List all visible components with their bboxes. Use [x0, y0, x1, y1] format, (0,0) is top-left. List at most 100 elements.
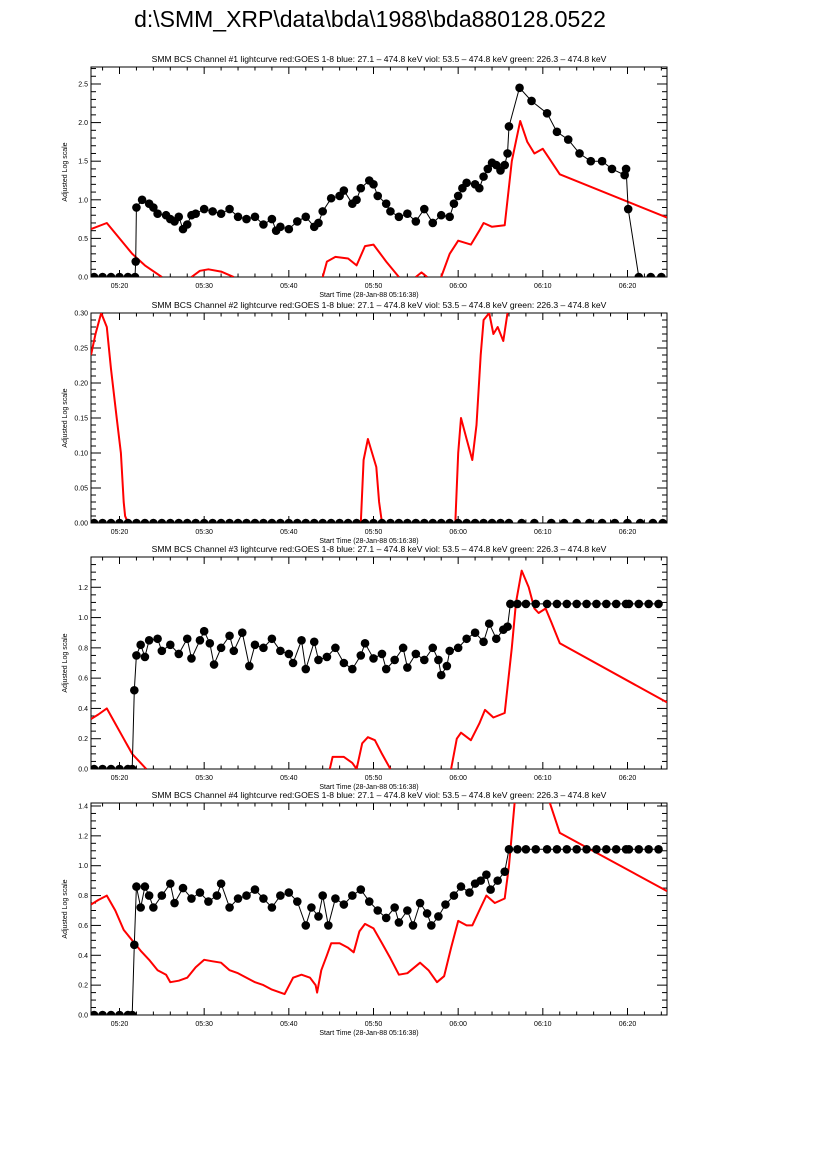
bcs-data-point	[284, 518, 294, 523]
bcs-data-point	[597, 518, 607, 523]
bcs-data-point	[482, 870, 491, 879]
chart-panel-3: SMM BCS Channel #3 lightcurve red:GOES 1…	[62, 544, 668, 791]
bcs-data-point	[115, 764, 124, 769]
bcs-data-point	[123, 272, 133, 277]
goes-line	[91, 569, 667, 769]
bcs-data-point	[276, 646, 285, 656]
bcs-data-point	[517, 518, 526, 523]
series-group	[91, 83, 667, 277]
bcs-data-point	[191, 518, 201, 523]
bcs-data-point	[140, 882, 150, 891]
bcs-data-point	[322, 652, 332, 662]
bcs-data-point	[132, 651, 141, 660]
bcs-data-point	[288, 658, 298, 668]
bcs-data-point	[216, 643, 226, 653]
bcs-data-point	[233, 518, 243, 523]
bcs-data-point	[621, 164, 631, 174]
bcs-data-point	[479, 518, 488, 523]
bcs-data-point	[267, 903, 277, 912]
x-tick-label: 05:40	[280, 1021, 298, 1028]
x-tick-label: 05:50	[365, 1021, 383, 1028]
bcs-data-point	[611, 599, 621, 609]
y-tick-label: 0.00	[74, 521, 88, 528]
plot-frame	[90, 556, 668, 770]
y-tick-label: 2.5	[78, 81, 88, 88]
bcs-data-point	[174, 518, 184, 523]
bcs-data-point	[504, 518, 514, 523]
bcs-data-point	[115, 272, 124, 277]
bcs-data-point	[445, 646, 454, 656]
bcs-data-point	[191, 209, 201, 218]
bcs-data-point	[403, 663, 412, 672]
bcs-data-point	[449, 891, 459, 900]
bcs-data-point	[411, 217, 421, 226]
bcs-data-point	[178, 883, 188, 893]
bcs-data-point	[486, 885, 495, 894]
panel-title: SMM BCS Channel #1 lightcurve red:GOES 1…	[152, 54, 607, 64]
bcs-data-point	[369, 518, 378, 523]
bcs-data-point	[411, 649, 421, 659]
bcs-data-point	[131, 257, 141, 266]
bcs-data-point	[216, 879, 226, 888]
x-tick-label: 06:20	[619, 775, 637, 782]
bcs-data-point	[91, 518, 99, 523]
bcs-data-point	[572, 844, 581, 854]
bcs-data-point	[611, 844, 621, 854]
bcs-data-point	[493, 876, 502, 885]
bcs-data-point	[504, 122, 514, 131]
bcs-data-point	[149, 518, 158, 523]
bcs-data-point	[267, 214, 277, 224]
bcs-data-point	[250, 518, 260, 523]
bcs-data-point	[419, 655, 429, 665]
bcs-data-point	[307, 903, 316, 912]
bcs-data-point	[98, 518, 107, 523]
chart-panel-4: SMM BCS Channel #4 lightcurve red:GOES 1…	[62, 790, 668, 1037]
bcs-data-point	[339, 658, 349, 668]
y-tick-label: 0.6	[78, 676, 88, 683]
bcs-data-point	[484, 619, 494, 628]
y-tick-label: 0.30	[74, 311, 88, 318]
bcs-data-point	[360, 518, 370, 523]
bcs-data-point	[582, 599, 591, 609]
bcs-data-point	[208, 207, 217, 216]
bcs-data-point	[292, 217, 302, 226]
bcs-data-point	[132, 518, 141, 523]
bcs-data-point	[259, 643, 268, 653]
bcs-data-point	[436, 210, 446, 220]
y-axis-label: Adjusted Log scale	[62, 879, 69, 938]
bcs-data-point	[381, 664, 391, 674]
bcs-data-point	[487, 518, 497, 523]
bcs-data-point	[343, 518, 353, 523]
bcs-data-point	[182, 634, 192, 644]
plot-frame	[90, 66, 668, 278]
bcs-data-point	[369, 180, 378, 189]
panel-title: SMM BCS Channel #3 lightcurve red:GOES 1…	[152, 544, 607, 554]
bcs-data-point	[623, 518, 632, 523]
bcs-data-point	[634, 844, 644, 854]
bcs-data-point	[634, 599, 644, 609]
bcs-data-point	[309, 637, 319, 647]
bcs-data-point	[309, 518, 319, 523]
bcs-data-point	[436, 670, 446, 680]
bcs-data-point	[174, 649, 184, 659]
x-tick-label: 05:30	[195, 775, 213, 782]
bcs-data-point	[225, 204, 234, 214]
bcs-data-point	[449, 199, 459, 208]
bcs-data-point	[242, 214, 251, 224]
bcs-data-point	[130, 940, 139, 950]
bcs-data-point	[195, 888, 205, 897]
bcs-data-point	[373, 906, 383, 915]
bcs-data-point	[284, 888, 294, 897]
bcs-data-point	[170, 898, 179, 908]
bcs-data-point	[585, 518, 594, 523]
bcs-data-point	[462, 518, 471, 523]
bcs-data-point	[644, 844, 653, 854]
x-tick-label: 06:10	[534, 283, 552, 290]
x-tick-label: 05:40	[280, 775, 298, 782]
bcs-data-point	[98, 272, 107, 277]
bcs-data-point	[377, 518, 387, 523]
bcs-data-point	[500, 867, 510, 876]
bcs-data-point	[453, 191, 463, 201]
bcs-data-point	[563, 135, 573, 144]
x-tick-label: 06:20	[619, 283, 637, 290]
